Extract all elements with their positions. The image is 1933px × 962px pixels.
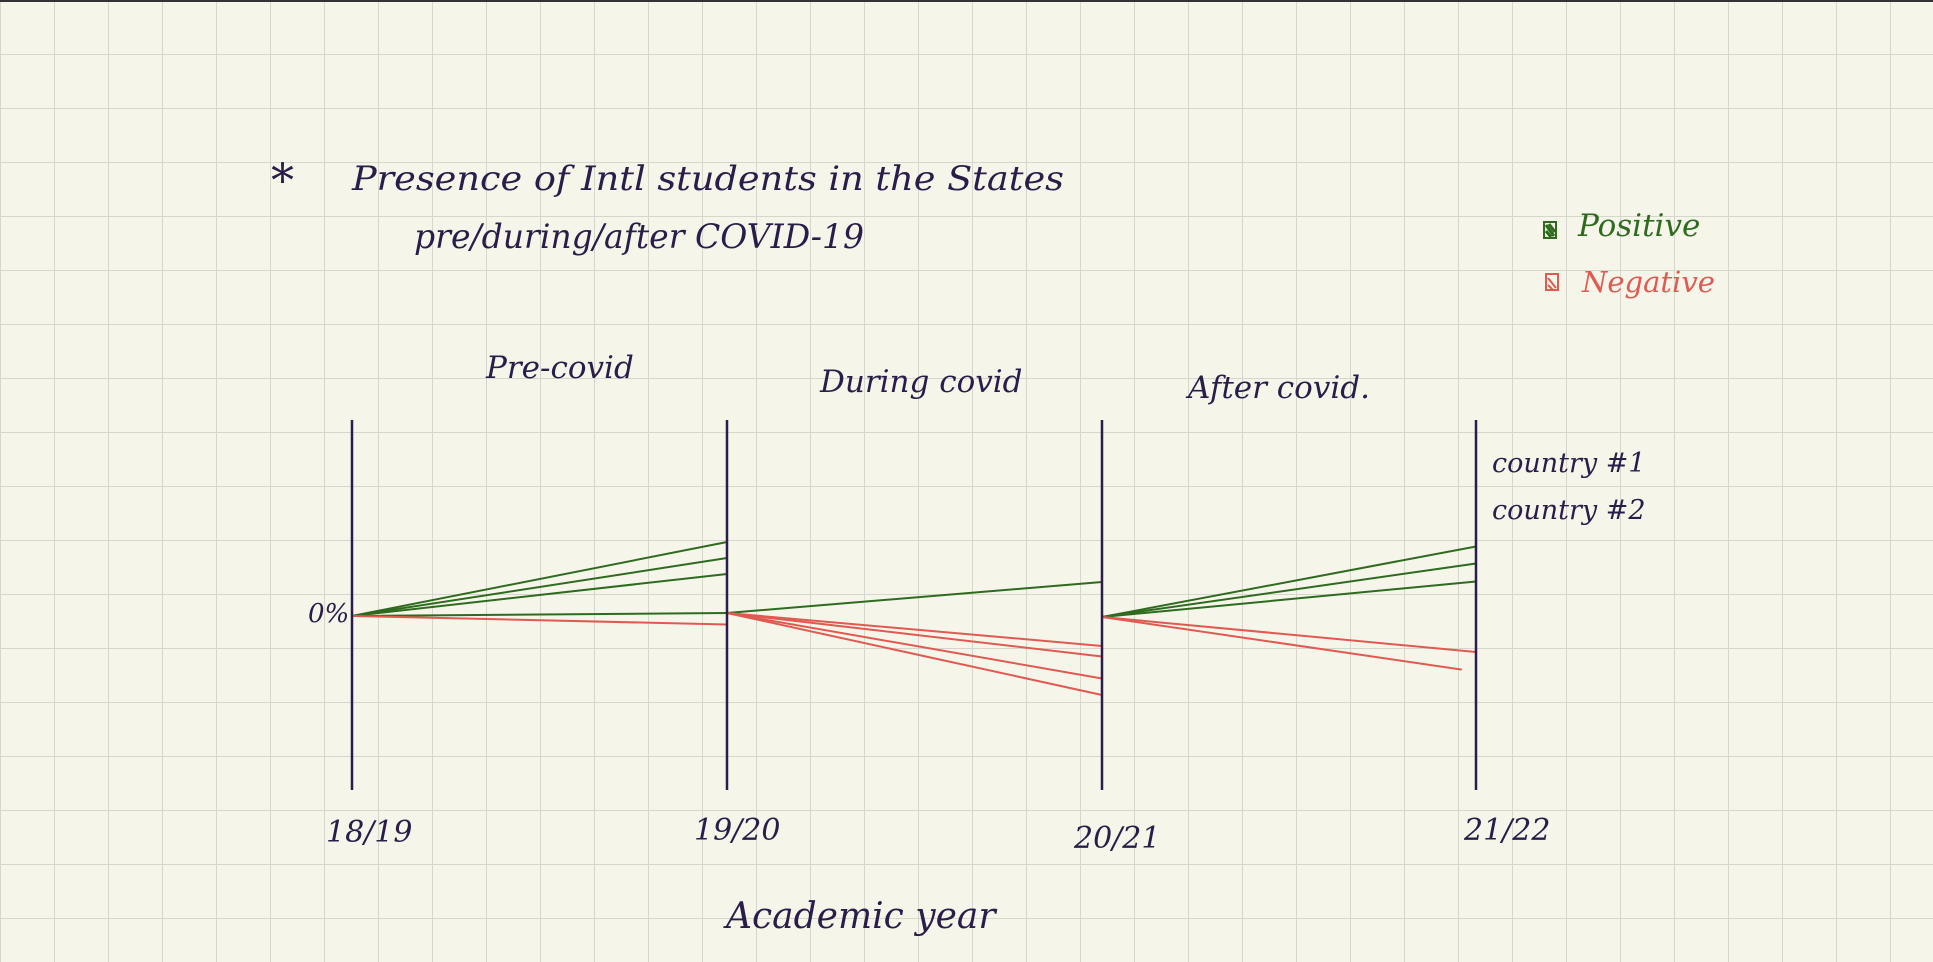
year-tick-labels: 18/19 19/20 20/21 21/22: [326, 813, 1550, 856]
segment-line-positive-3: [351, 612, 728, 617]
segment-line-positive-11: [1101, 562, 1477, 618]
period-label-pre-covid: Pre-covid: [485, 350, 634, 386]
year-axes: [350, 420, 1478, 790]
segment-line-negative-8: [726, 612, 1103, 680]
segment-line-positive-12: [1101, 580, 1477, 618]
period-label-during-covid: During covid: [819, 364, 1023, 400]
segment-line-positive-0: [351, 541, 728, 617]
year-tick-label-1: 19/20: [694, 813, 780, 848]
segment-line-negative-7: [726, 612, 1103, 658]
legend-swatch-positive-fill: [1544, 223, 1557, 238]
title-line2: pre/during/after COVID-19: [414, 217, 864, 257]
segment-line-positive-1: [351, 557, 728, 617]
title-bullet: *: [271, 153, 294, 207]
legend-label-negative: Negative: [1581, 265, 1715, 299]
segment-lines: [351, 541, 1477, 696]
segment-line-negative-9: [726, 612, 1103, 696]
year-tick-label-3: 21/22: [1463, 813, 1550, 848]
country-label-2: country #2: [1492, 495, 1646, 526]
period-label-after-covid: After covid.: [1185, 370, 1370, 406]
segment-line-positive-5: [726, 581, 1103, 614]
segment-line-negative-6: [726, 612, 1103, 647]
title-line1: Presence of Intl students in the States: [351, 159, 1064, 199]
zero-label: 0%: [308, 599, 349, 629]
top-rule: [0, 0, 1933, 2]
year-tick-label-2: 20/21: [1073, 821, 1160, 856]
year-tick-label-0: 18/19: [326, 815, 412, 850]
legend-swatch-negative-fill: [1547, 277, 1557, 291]
segment-line-positive-2: [351, 573, 728, 617]
country-label-1: country #1: [1492, 448, 1646, 479]
legend-swatch-positive: [1543, 221, 1557, 239]
segment-line-negative-4: [351, 615, 728, 626]
x-axis-label: Academic year: [723, 896, 997, 937]
segment-line-negative-14: [1101, 616, 1463, 671]
segment-line-negative-13: [1101, 616, 1477, 653]
legend-label-positive: Positive: [1577, 208, 1700, 244]
segment-line-positive-10: [1101, 545, 1477, 618]
